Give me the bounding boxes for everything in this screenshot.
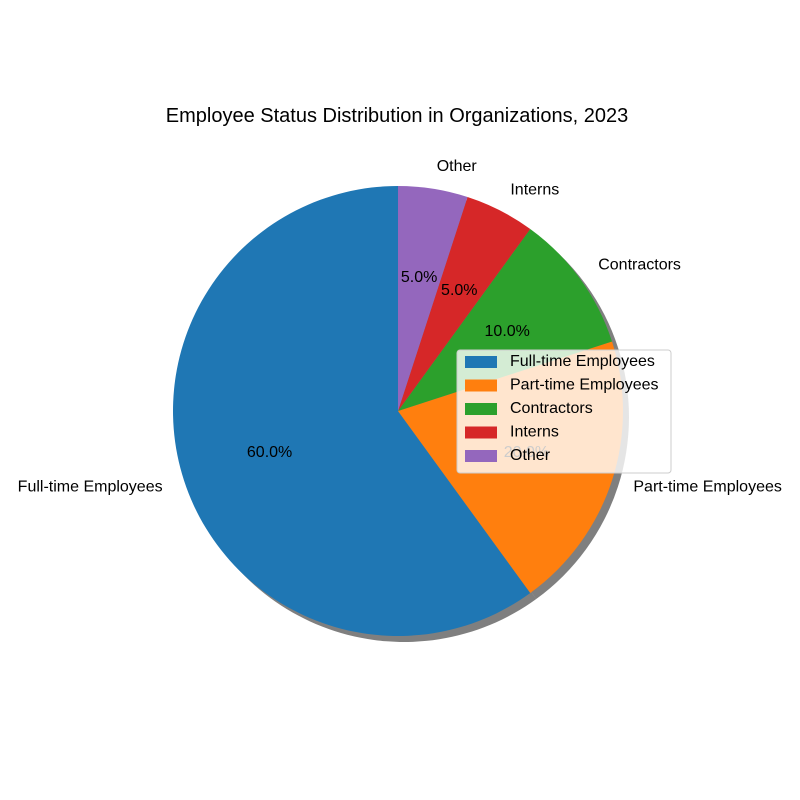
legend-items: Full-time Employees Part-time Employees Co… bbox=[465, 353, 659, 464]
percent-label-interns: 5.0% bbox=[441, 282, 477, 299]
legend-label-part-time-employees: Part-time Employees bbox=[510, 377, 659, 394]
legend-label-interns: Interns bbox=[510, 424, 559, 441]
legend-swatch-contractors bbox=[465, 403, 497, 415]
chart-title: Employee Status Distribution in Organiza… bbox=[166, 105, 628, 127]
legend-label-full-time-employees: Full-time Employees bbox=[510, 353, 655, 370]
legend: Full-time Employees Part-time Employees Co… bbox=[456, 349, 672, 474]
legend-swatch-part-time-employees bbox=[465, 379, 497, 392]
slice-labels: Full-time Employees Part-time Employees Co… bbox=[18, 158, 782, 496]
slice-label-part-time-employees: Part-time Employees bbox=[633, 479, 782, 496]
legend-frame bbox=[456, 349, 672, 474]
pie-slices bbox=[173, 186, 624, 636]
slice-label-interns: Interns bbox=[510, 182, 559, 199]
legend-swatch-other bbox=[465, 450, 497, 462]
slice-other bbox=[398, 186, 468, 411]
slice-label-other: Other bbox=[437, 158, 478, 175]
slice-interns bbox=[398, 197, 531, 411]
legend-swatch-full-time-employees bbox=[465, 356, 497, 368]
percent-label-contractors: 10.0% bbox=[485, 323, 530, 340]
slice-contractors bbox=[398, 228, 612, 411]
legend-label-contractors: Contractors bbox=[510, 400, 593, 417]
percent-label-other: 5.0% bbox=[401, 269, 437, 286]
slice-label-full-time-employees: Full-time Employees bbox=[18, 479, 163, 496]
slice-label-contractors: Contractors bbox=[598, 257, 681, 274]
slice-full-time-employees bbox=[173, 186, 531, 636]
legend-label-other: Other bbox=[510, 447, 551, 464]
percent-label-full-time-employees: 60.0% bbox=[247, 444, 292, 461]
legend-swatch-interns bbox=[465, 426, 497, 439]
